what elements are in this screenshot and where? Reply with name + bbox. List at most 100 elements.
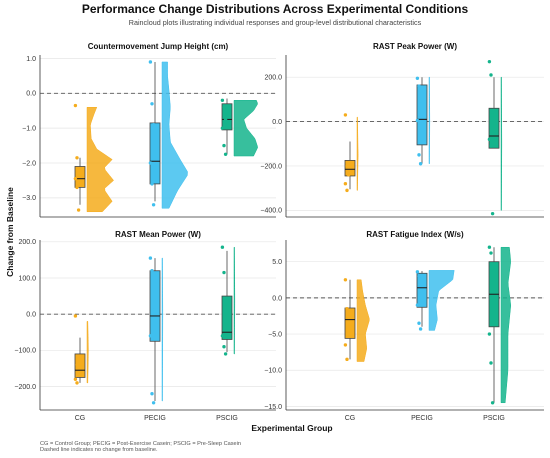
density-cloud-PSCIG (233, 246, 236, 355)
box-PSCIG (221, 295, 233, 340)
y-tick-label: −15.0 (264, 404, 282, 411)
data-point (418, 102, 423, 106)
panels: 1.0 0.0 −1.0 −2.0 −3.0 Countermovement Jump H… (14, 42, 544, 422)
data-point (345, 307, 349, 311)
density-cloud-CG (86, 321, 89, 384)
panel-2: 200.0 0.0 −200.0 −400.0 RAST Peak Power (W) (260, 42, 544, 218)
panel-title: RAST Fatigue Index (W/s) (366, 230, 464, 239)
x-tick-label: PECIG (144, 415, 166, 422)
y-tick-label: −1.0 (22, 126, 36, 133)
data-point (343, 278, 348, 282)
data-point (76, 208, 81, 212)
box-PECIG (149, 270, 161, 342)
data-point (150, 102, 154, 106)
data-point (346, 325, 351, 329)
data-point (76, 168, 81, 172)
data-point (417, 274, 421, 278)
panel-title: Countermovement Jump Height (cm) (88, 42, 229, 51)
y-axis-label: Change from Baseline (5, 187, 15, 277)
y-tick-label: 100.0 (18, 275, 36, 282)
y-tick-label: 200.0 (264, 75, 282, 82)
y-tick-label: 0.0 (272, 295, 282, 302)
data-point (345, 188, 349, 193)
density-cloud-PECIG (161, 257, 164, 402)
data-point (415, 303, 420, 307)
data-point (223, 305, 228, 309)
data-point (222, 143, 226, 148)
figure-title: Performance Change Distributions Across … (82, 2, 469, 16)
data-point (417, 153, 421, 157)
box-CG (344, 160, 356, 177)
x-tick-label: PECIG (411, 415, 433, 422)
y-tick-label: 200.0 (18, 239, 36, 246)
panel-4: 5.0 0.0 −5.0 −10.0 −15.0 RAST Fatigue Index (… (264, 230, 544, 422)
y-tick-label: 1.0 (26, 56, 36, 63)
data-point (490, 211, 495, 216)
data-point (223, 117, 228, 122)
data-point (343, 113, 348, 117)
data-point (415, 118, 420, 123)
data-point (222, 105, 226, 109)
data-point (222, 345, 226, 349)
data-point (418, 288, 423, 293)
density-cloud-PECIG (428, 76, 431, 164)
data-point (222, 270, 226, 275)
data-point (487, 59, 492, 64)
data-point (151, 203, 156, 207)
y-tick-label: −5.0 (268, 331, 282, 338)
data-point (223, 152, 228, 156)
panel-1: 1.0 0.0 −1.0 −2.0 −3.0 Countermovement Jump H… (22, 42, 276, 218)
footnote-dashed-line: Dashed line indicates no change from bas… (40, 447, 158, 453)
x-axis-label: Experimental Group (251, 423, 332, 433)
data-point (148, 334, 153, 338)
data-point (490, 296, 495, 300)
data-point (223, 352, 228, 356)
data-point (487, 137, 492, 142)
data-point (345, 357, 349, 362)
data-point (75, 156, 79, 160)
data-point (150, 182, 154, 186)
box-CG (74, 353, 86, 378)
data-point (148, 60, 153, 64)
y-tick-label: −400.0 (260, 208, 282, 215)
density-cloud-CG (86, 107, 114, 213)
figure-subtitle: Raincloud plots illustrating individual … (129, 18, 422, 27)
x-tick-label: PSCIG (483, 415, 505, 422)
data-point (418, 327, 423, 331)
data-point (489, 361, 493, 365)
data-point (220, 126, 225, 130)
y-tick-label: −10.0 (264, 368, 282, 375)
data-point (487, 245, 492, 249)
data-point (489, 251, 493, 255)
density-cloud-CG (356, 116, 359, 191)
data-point (75, 381, 79, 385)
box-PSCIG (221, 103, 233, 131)
y-tick-label: 5.0 (272, 259, 282, 266)
data-point (150, 269, 154, 273)
data-point (148, 256, 153, 260)
box-PSCIG (488, 107, 500, 149)
data-point (345, 164, 349, 168)
data-point (343, 182, 348, 186)
y-tick-label: 0.0 (272, 119, 282, 126)
density-cloud-PECIG (428, 270, 455, 331)
data-point (75, 185, 79, 190)
data-point (73, 377, 78, 381)
data-point (73, 103, 78, 108)
data-point (151, 122, 156, 127)
y-tick-label: 0.0 (26, 91, 36, 98)
y-tick-label: −200.0 (14, 384, 36, 391)
data-point (417, 321, 421, 325)
y-tick-label: −2.0 (22, 160, 36, 167)
data-point (148, 161, 153, 165)
data-point (73, 314, 78, 318)
data-point (490, 113, 495, 117)
data-point (220, 245, 225, 249)
data-point (415, 76, 420, 81)
y-tick-label: 0.0 (26, 312, 36, 319)
data-point (417, 84, 421, 88)
panel-title: RAST Mean Power (W) (115, 230, 201, 239)
data-point (220, 334, 225, 338)
box-CG (74, 166, 86, 188)
